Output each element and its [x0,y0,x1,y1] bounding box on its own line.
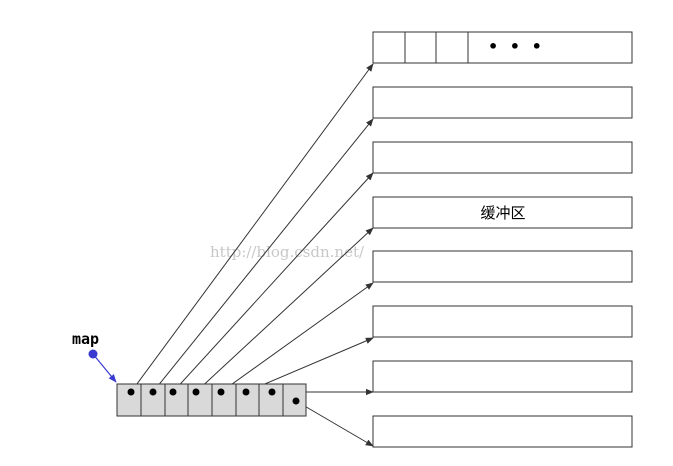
buffer-block-6 [372,360,633,393]
pointer-arrow-1 [152,118,374,393]
buffer-block-4 [372,250,633,283]
map-pointer-arrow [92,353,117,383]
pointer-arrows [130,63,374,447]
map-cell-dot-4 [217,388,225,396]
buffer-blocks: • • • 缓冲区 [372,31,633,448]
map-cell-dot-7 [292,397,300,405]
buffer-label: 缓冲区 [480,204,525,222]
buffer-block-7 [372,415,633,448]
pointer-arrow-5 [245,337,374,393]
watermark-text: http://blog.csdn.net/ [210,243,365,261]
pointer-arrow-3 [195,227,374,393]
buffer-block-1 [372,86,633,119]
map-array [116,383,307,417]
buffer-block-0: • • • [372,31,633,64]
buffer-block-3: 缓冲区 [372,196,633,229]
buffer-block-5 [372,305,633,338]
map-pointer: map [72,330,117,383]
map-cell-dot-5 [242,388,250,396]
map-cell-5 [235,383,260,417]
map-cell-dot-3 [192,388,200,396]
map-cell-3 [187,383,213,417]
pointer-arrow-4 [220,282,374,393]
map-cell-dot-2 [169,388,177,396]
map-cell-dot-0 [127,388,135,396]
map-cell-dot-1 [149,388,157,396]
map-label: map [72,330,99,348]
ellipsis-text: • • • [488,37,545,56]
pointer-arrow-2 [172,172,374,393]
map-cell-2 [164,383,189,417]
map-pointer-dot [88,349,98,359]
buffer-block-2 [372,141,633,174]
pointer-arrow-7 [295,400,374,447]
map-cell-dot-6 [268,388,276,396]
map-cell-0 [116,383,142,417]
pointer-arrow-0 [130,63,374,393]
map-cell-4 [211,383,237,417]
